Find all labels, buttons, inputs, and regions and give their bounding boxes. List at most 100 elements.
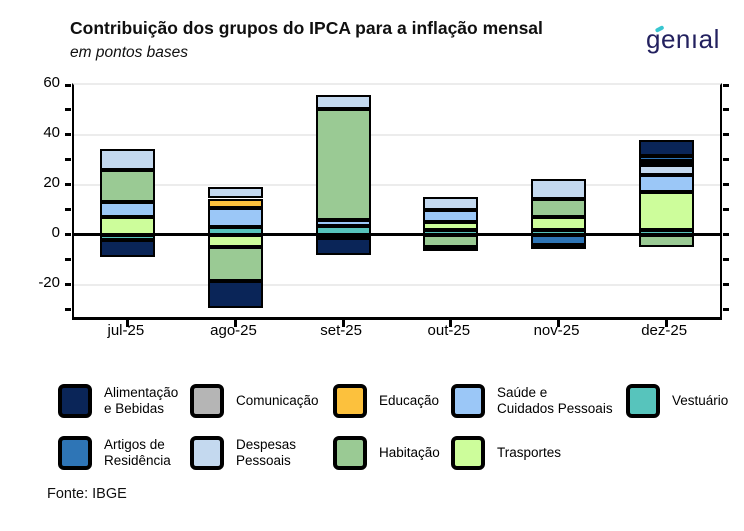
y-axis-tick-label: 0	[51, 223, 60, 241]
bar-segment-despesas	[638, 164, 694, 175]
y-axis-tick-label: 60	[43, 74, 60, 91]
x-axis-label: jul-25	[107, 322, 145, 339]
bar-segment-comunicacao	[638, 161, 694, 166]
legend-label-educacao: Educação	[379, 392, 440, 408]
bar-segment-habitacao	[638, 234, 694, 248]
y-axis-tick	[65, 158, 71, 162]
x-axis-tick	[341, 320, 345, 327]
y-axis-tick	[65, 283, 71, 287]
bar-segment-alimentacao	[315, 238, 371, 255]
legend-item-educacao: Educação	[333, 384, 439, 418]
y-axis-tick	[65, 108, 71, 112]
gridline	[74, 183, 720, 186]
genial-logo: genıal	[646, 24, 738, 58]
bar-segment-habitacao	[315, 108, 371, 220]
x-axis-label: nov-25	[533, 322, 580, 339]
x-axis-label: dez-25	[641, 322, 688, 339]
y-axis-tick	[723, 158, 729, 162]
y-axis-tick	[65, 208, 71, 212]
bar-segment-despesas	[100, 148, 156, 170]
legend-label-despesas: Despesas Pessoais	[236, 436, 297, 468]
gridline	[74, 133, 720, 136]
bar-segment-trasportes	[100, 217, 156, 235]
legend-label-alimentacao: Alimentação e Bebidas	[104, 384, 179, 416]
bar-segment-trasportes	[423, 222, 479, 230]
bar-segment-alimentacao	[531, 244, 586, 249]
bar-segment-habitacao	[100, 169, 156, 203]
x-axis-label: ago-25	[210, 322, 257, 339]
y-axis-tick-label: 40	[43, 123, 60, 141]
y-axis-tick	[723, 183, 729, 187]
bar-segment-despesas	[315, 94, 371, 109]
gridline	[74, 283, 720, 286]
legend-swatch-artigos	[58, 436, 92, 470]
y-axis-tick-label: 20	[43, 173, 60, 191]
y-axis-tick	[65, 183, 71, 187]
legend-swatch-educacao	[333, 384, 367, 418]
legend-label-habitacao: Habitação	[379, 444, 440, 460]
x-axis-tick	[449, 320, 453, 327]
bar-segment-trasportes	[531, 217, 586, 230]
bar-segment-trasportes	[208, 234, 263, 248]
legend-label-trasportes: Trasportes	[497, 444, 562, 460]
legend-label-comunicacao: Comunicação	[236, 392, 319, 408]
legend-label-saude: Saúde e Cuidados Pessoais	[497, 384, 613, 416]
bar-segment-alimentacao	[208, 280, 263, 309]
bar-segment-despesas	[531, 178, 586, 199]
chart-subtitle: em pontos bases	[70, 44, 189, 61]
legend-item-vestuario: Vestuário	[626, 384, 728, 418]
bar-segment-despesas	[208, 187, 263, 199]
legend-item-saude: Saúde e Cuidados Pessoais	[451, 384, 613, 418]
legend-swatch-trasportes	[451, 436, 485, 470]
bar-segment-alimentacao	[638, 139, 694, 157]
y-axis-tick	[65, 133, 71, 137]
x-axis-label: out-25	[427, 322, 471, 339]
x-axis-label: set-25	[320, 322, 362, 339]
bar-segment-educacao	[208, 198, 263, 209]
y-axis-tick	[723, 283, 729, 287]
y-axis-tick	[65, 258, 71, 262]
bar-segment-saude	[315, 219, 371, 226]
zero-line	[74, 233, 720, 237]
plot-area	[65, 83, 729, 327]
legend-item-comunicacao: Comunicação	[190, 384, 319, 418]
bar-segment-habitacao	[531, 198, 586, 218]
legend-item-habitacao: Habitação	[333, 436, 440, 470]
bar-segment-saude	[208, 208, 263, 228]
chart-title: Contribuição dos grupos do IPCA para a i…	[70, 18, 543, 38]
legend-swatch-saude	[451, 384, 485, 418]
y-axis-tick	[65, 83, 71, 87]
legend-label-vestuario: Vestuário	[672, 392, 729, 408]
bar-segment-saude	[423, 209, 479, 223]
x-axis-tick	[234, 320, 237, 327]
bar-segment-despesas	[423, 197, 479, 210]
y-axis-tick	[723, 233, 729, 237]
x-axis-tick	[664, 320, 668, 327]
x-axis-tick	[126, 320, 130, 327]
y-axis-tick	[723, 308, 729, 312]
legend-label-artigos: Artigos de Residência	[104, 436, 171, 468]
bar-segment-habitacao	[208, 247, 263, 281]
y-axis-tick	[65, 308, 71, 312]
bar-segment-artigos	[638, 156, 694, 162]
bar-segment-alimentacao	[100, 239, 156, 258]
source-note: Fonte: IBGE	[47, 486, 127, 502]
y-axis-tick	[723, 258, 729, 262]
legend-swatch-vestuario	[626, 384, 660, 418]
bar-segment-saude	[100, 202, 156, 218]
y-axis-tick	[723, 83, 729, 87]
legend-item-despesas: Despesas Pessoais	[190, 436, 296, 470]
bar-segment-saude	[638, 174, 694, 193]
legend-item-artigos: Artigos de Residência	[58, 436, 171, 470]
legend-swatch-habitacao	[333, 436, 367, 470]
y-axis-tick	[723, 133, 729, 137]
y-axis-tick	[723, 208, 729, 212]
legend-swatch-alimentacao	[58, 384, 92, 418]
bar-segment-habitacao	[423, 234, 479, 248]
y-axis-tick	[65, 233, 71, 237]
y-axis-tick	[723, 108, 729, 112]
bar-segment-trasportes	[638, 192, 694, 230]
x-axis-tick	[557, 320, 560, 327]
legend-swatch-comunicacao	[190, 384, 224, 418]
legend-row-2: Artigos de Residência Despesas Pessoais Ha…	[0, 436, 744, 470]
